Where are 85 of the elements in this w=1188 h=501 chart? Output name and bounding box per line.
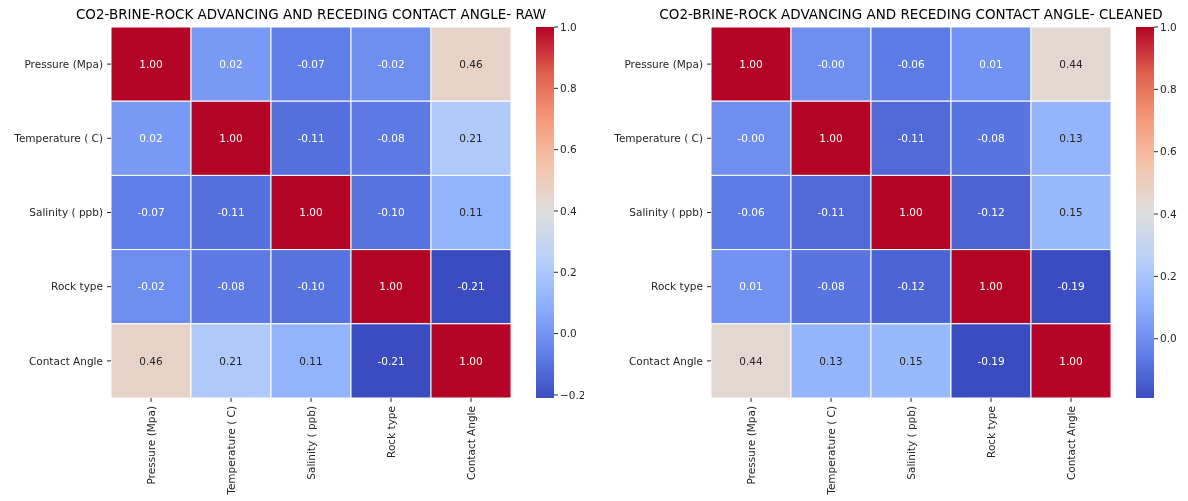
color-bar-label: 0.8 — [560, 82, 577, 95]
data-label: -0.07 — [297, 57, 325, 70]
data-label: 1.00 — [899, 206, 923, 219]
data-label: -0.11 — [817, 206, 845, 219]
color-bar-label: 0.4 — [560, 204, 578, 217]
data-label: 1.00 — [459, 354, 483, 367]
data-label: 0.01 — [979, 57, 1003, 70]
data-label: -0.10 — [377, 206, 405, 219]
color-bar-label: 0.6 — [560, 143, 578, 156]
data-label: 1.00 — [819, 131, 843, 144]
color-bar-label: 1.0 — [560, 20, 577, 33]
data-label: -0.06 — [897, 57, 925, 70]
data-label: -0.08 — [217, 280, 245, 293]
color-bar-label: 0.2 — [560, 266, 577, 279]
color-bar-label: 0.2 — [1160, 270, 1177, 283]
data-label: 0.01 — [739, 280, 763, 293]
x-tick-label: Rock type — [984, 406, 997, 458]
data-label: -0.08 — [977, 131, 1005, 144]
x-tick-label: Temperature ( C) — [824, 406, 837, 496]
data-label: 1.00 — [979, 280, 1003, 293]
data-label: -0.11 — [297, 131, 325, 144]
data-label: -0.00 — [817, 57, 845, 70]
data-label: 0.02 — [139, 131, 163, 144]
color-bar-label: −0.2 — [560, 388, 586, 401]
x-tick-label: Temperature ( C) — [224, 406, 237, 496]
y-tick-label: Rock type — [651, 280, 703, 293]
color-bar-label: 1.0 — [1160, 20, 1177, 33]
data-label: 1.00 — [219, 131, 243, 144]
y-tick-label: Rock type — [51, 280, 103, 293]
y-tick-label: Contact Angle — [28, 354, 103, 367]
data-label: -0.08 — [377, 131, 405, 144]
data-label: -0.07 — [137, 206, 165, 219]
data-label: -0.00 — [737, 131, 765, 144]
data-label: 1.00 — [379, 280, 403, 293]
y-tick-label: Temperature ( C) — [613, 131, 703, 144]
data-label: -0.10 — [297, 280, 325, 293]
color-bar-label: 0.4 — [1160, 207, 1178, 220]
y-tick-label: Contact Angle — [628, 354, 703, 367]
data-label: 1.00 — [1059, 354, 1083, 367]
x-tick-label: Pressure (Mpa) — [744, 406, 757, 485]
data-label: 1.00 — [739, 57, 763, 70]
data-label: -0.19 — [1057, 280, 1085, 293]
x-tick-label: Contact Angle — [464, 406, 477, 481]
y-tick-label: Pressure (Mpa) — [624, 57, 703, 70]
y-tick-label: Salinity ( ppb) — [629, 206, 703, 219]
data-label: -0.02 — [377, 57, 405, 70]
data-label: -0.19 — [977, 354, 1005, 367]
y-tick-label: Temperature ( C) — [13, 131, 103, 144]
data-label: 0.21 — [219, 354, 243, 367]
data-label: -0.11 — [897, 131, 925, 144]
data-label: 0.15 — [899, 354, 923, 367]
data-label: -0.11 — [217, 206, 245, 219]
data-label: -0.02 — [137, 280, 165, 293]
x-tick-label: Rock type — [384, 406, 397, 458]
data-label: 0.11 — [299, 354, 323, 367]
data-label: -0.12 — [897, 280, 925, 293]
data-label: 0.46 — [459, 57, 483, 70]
data-label: -0.21 — [457, 280, 485, 293]
data-label: -0.12 — [977, 206, 1005, 219]
data-label: 0.15 — [1059, 206, 1083, 219]
chart-title: CO2-BRINE-ROCK ADVANCING AND RECEDING CONTACT ANGLE- RAW — [74, 6, 548, 22]
y-tick-label: Salinity ( ppb) — [29, 206, 103, 219]
x-tick-label: Contact Angle — [1064, 406, 1077, 481]
color-bar-label: 0.6 — [1160, 145, 1178, 158]
data-label: -0.06 — [737, 206, 765, 219]
data-label: -0.08 — [817, 280, 845, 293]
data-label: -0.21 — [377, 354, 405, 367]
x-tick-label: Pressure (Mpa) — [144, 406, 157, 485]
data-label: 0.44 — [739, 354, 763, 367]
data-label: 0.11 — [459, 206, 483, 219]
data-label: 1.00 — [299, 206, 323, 219]
data-label: 1.00 — [139, 57, 163, 70]
data-label: 0.44 — [1059, 57, 1083, 70]
color-bar-label: 0.0 — [560, 327, 577, 340]
data-label: 0.46 — [139, 354, 163, 367]
data-label: 0.02 — [219, 57, 243, 70]
data-label: 0.13 — [1059, 131, 1083, 144]
data-label: 0.13 — [819, 354, 843, 367]
color-bar-label: 0.0 — [1160, 332, 1177, 345]
y-tick-label: Pressure (Mpa) — [24, 57, 103, 70]
color-bar-label: 0.8 — [1160, 83, 1177, 96]
x-tick-label: Salinity ( ppb) — [904, 406, 917, 480]
data-label: 0.21 — [459, 131, 483, 144]
x-tick-label: Salinity ( ppb) — [304, 406, 317, 480]
chart-title: CO2-BRINE-ROCK ADVANCING AND RECEDING CONTACT ANGLE- CLEANED — [658, 6, 1164, 22]
